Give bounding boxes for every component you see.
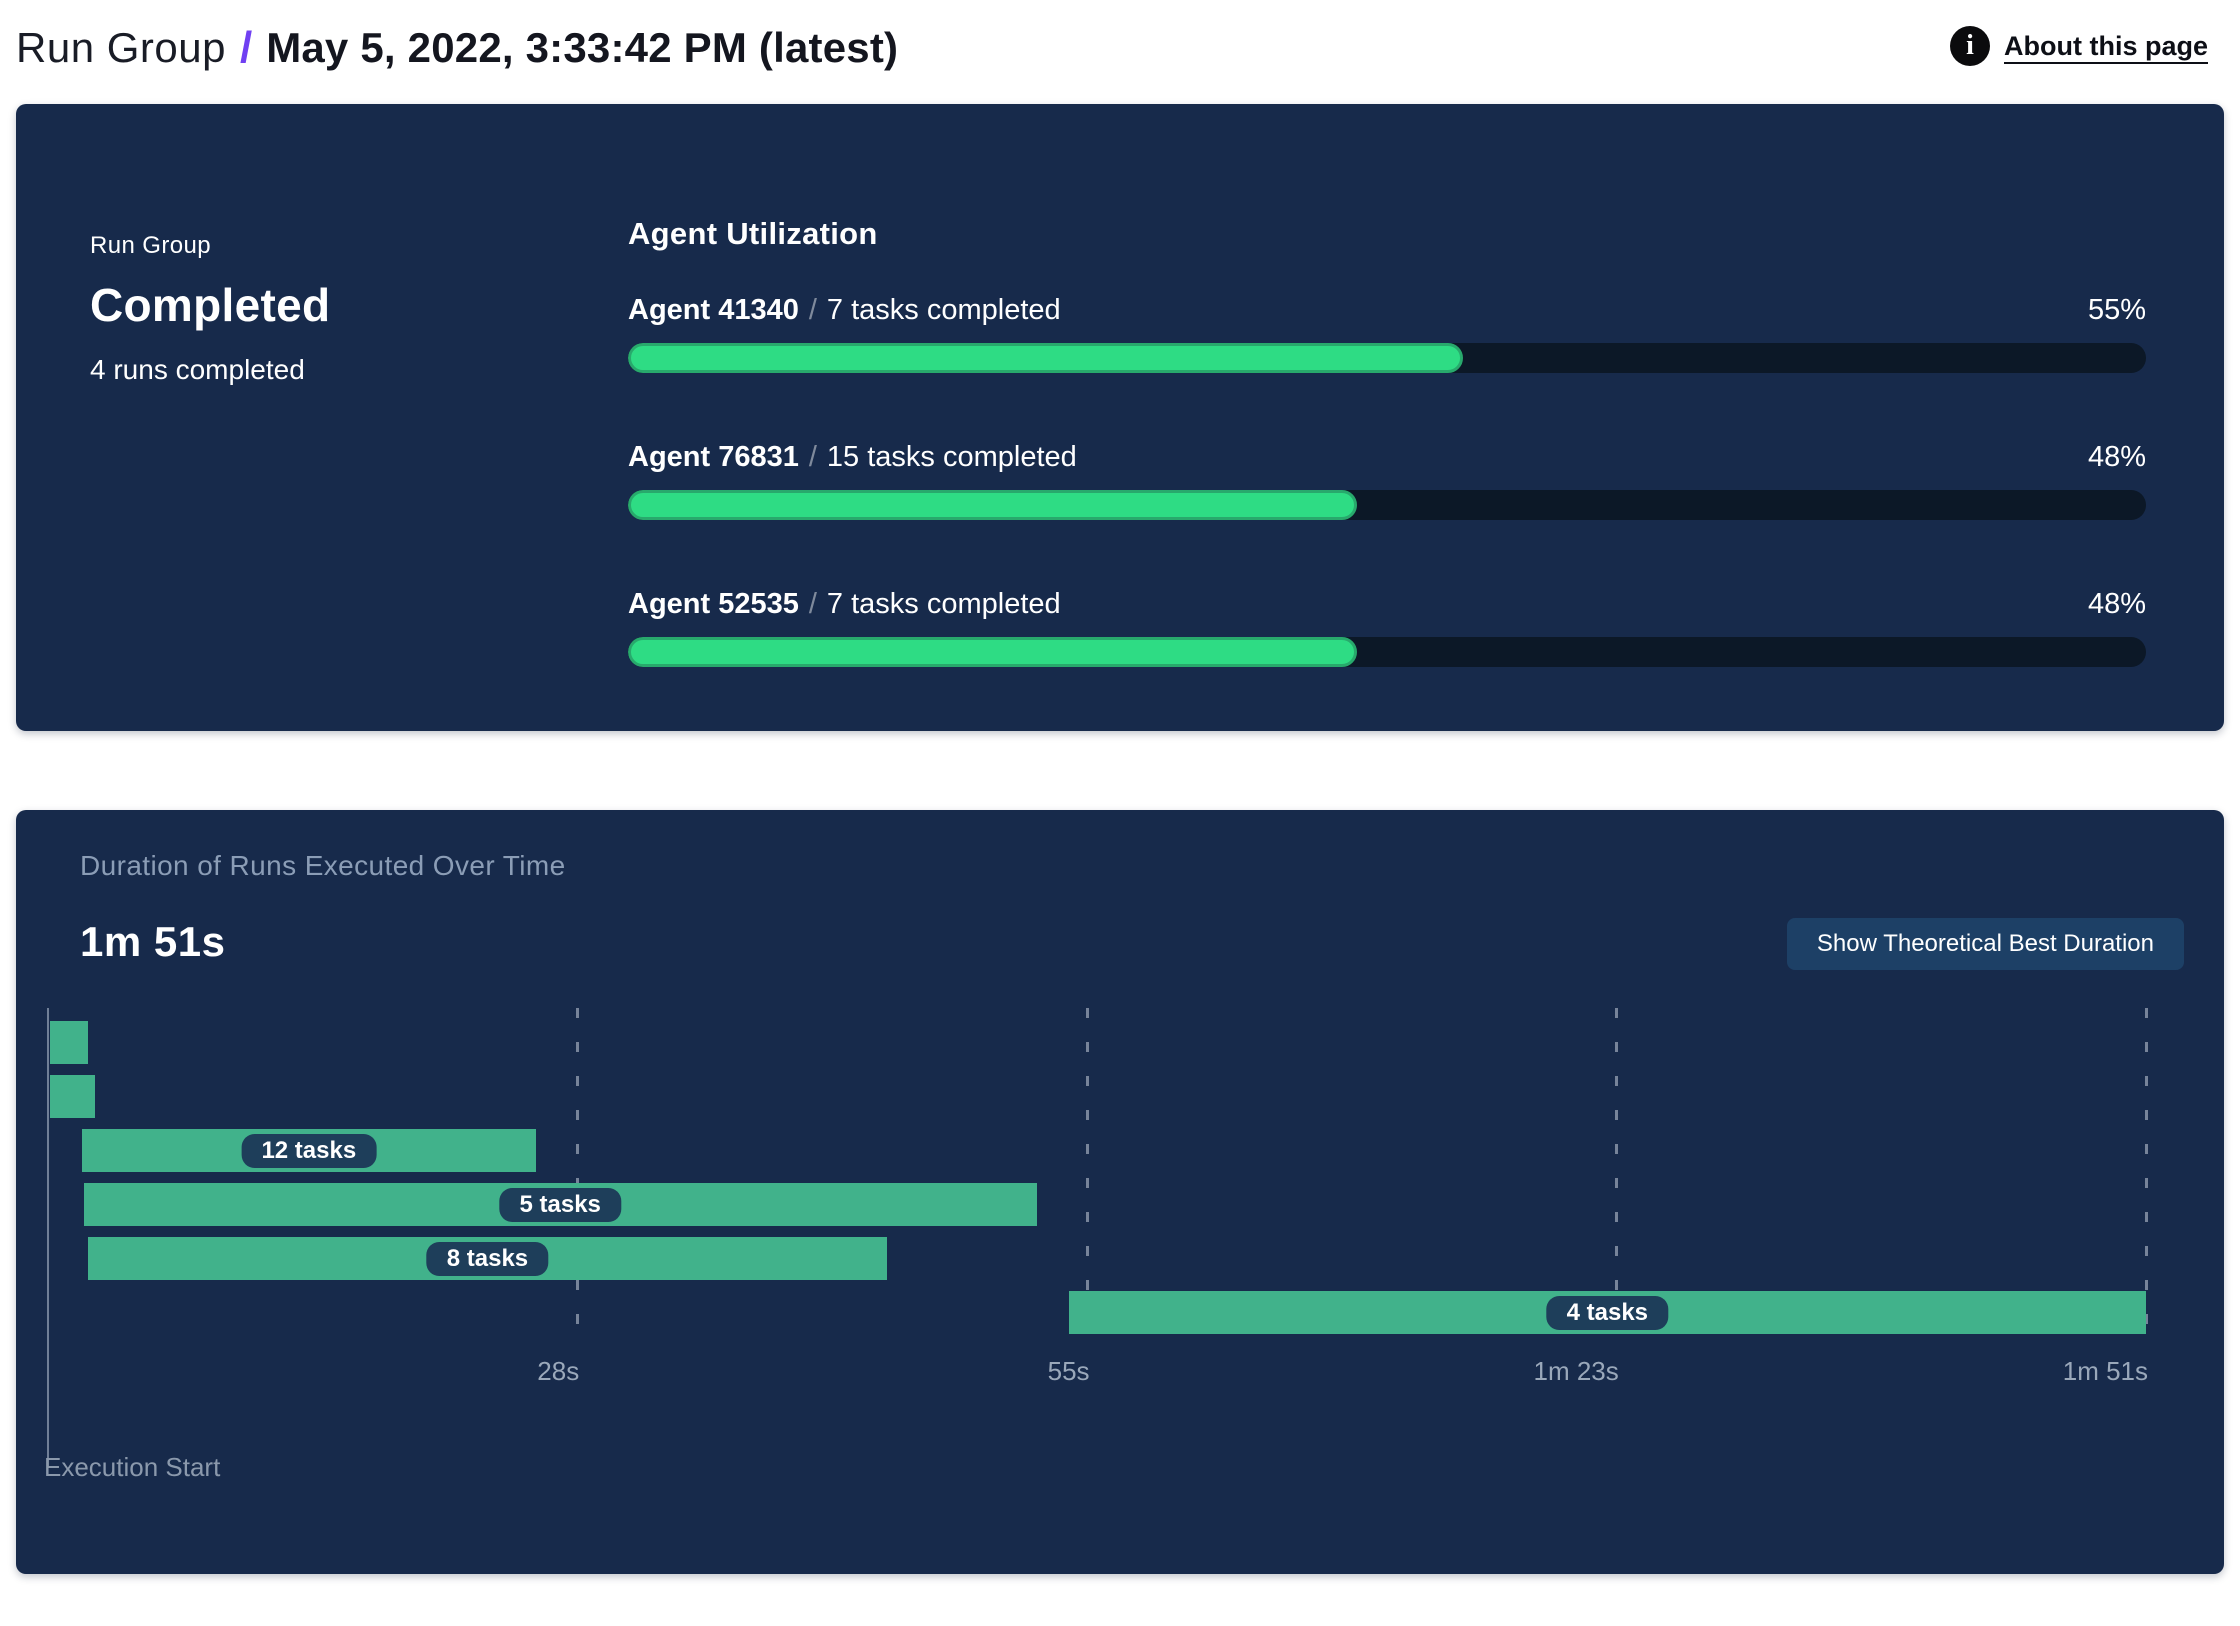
agent-label-separator: / <box>808 588 817 620</box>
gantt-run-bar[interactable]: 4 tasks <box>1068 1291 2146 1334</box>
agent-tasks-completed: 7 tasks completed <box>826 588 1061 620</box>
gantt-tick-label: 28s <box>537 1356 580 1386</box>
duration-card: Duration of Runs Executed Over Time 1m 5… <box>16 810 2224 1574</box>
gantt-run-row <box>48 1075 2146 1118</box>
agent-label-line: Agent 41340 / 7 tasks completed 55% <box>628 294 2146 327</box>
gantt-run-bar[interactable]: 5 tasks <box>83 1183 1037 1226</box>
agent-utilization-track <box>628 343 2146 373</box>
agent-name: Agent 41340 <box>628 294 799 326</box>
agent-utilization-percent: 48% <box>2087 588 2146 620</box>
gantt-gridline <box>575 1008 579 1348</box>
info-icon[interactable]: i <box>1950 26 1990 66</box>
about-this-page-link[interactable]: About this page <box>2004 30 2208 61</box>
total-duration-value: 1m 51s <box>80 918 226 965</box>
gantt-task-count-pill: 5 tasks <box>499 1187 621 1222</box>
page-header: Run Group / May 5, 2022, 3:33:42 PM (lat… <box>16 18 2224 78</box>
agent-label-separator: / <box>808 441 817 473</box>
gantt-plot: 28s 55s 1m 23s 1m 51s 12 tasks 5 tasks 8 tasks… <box>47 1008 2148 1466</box>
agent-utilization-percent: 48% <box>2087 441 2146 473</box>
execution-start-label: Execution Start <box>44 1452 221 1482</box>
agent-utilization-row: Agent 76831 / 15 tasks completed 48% <box>628 441 2146 520</box>
agent-tasks-completed: 7 tasks completed <box>826 294 1061 326</box>
execution-start-axis-line <box>47 1008 49 1466</box>
gantt-run-row: 8 tasks <box>48 1237 2146 1280</box>
agent-label-line: Agent 76831 / 15 tasks completed 48% <box>628 441 2146 474</box>
gantt-run-row: 4 tasks <box>48 1291 2146 1334</box>
gantt-task-count-pill: 8 tasks <box>426 1241 549 1276</box>
agent-utilization-row: Agent 52535 / 7 tasks completed 48% <box>628 588 2146 667</box>
agent-utilization-fill <box>628 343 1463 373</box>
gantt-task-count-pill: 4 tasks <box>1546 1295 1669 1330</box>
status-card-label: Run Group <box>90 232 211 259</box>
gantt-run-bar[interactable]: 8 tasks <box>87 1237 888 1280</box>
page-title: May 5, 2022, 3:33:42 PM (latest) <box>266 24 899 71</box>
duration-chart-title: Duration of Runs Executed Over Time <box>80 850 566 881</box>
runs-completed-summary: 4 runs completed <box>90 354 305 385</box>
agent-utilization-track <box>628 490 2146 520</box>
agent-label-separator: / <box>808 294 817 326</box>
agent-utilization-fill <box>628 637 1357 667</box>
agent-utilization-fill <box>628 490 1357 520</box>
agent-name: Agent 52535 <box>628 588 799 620</box>
status-badge: Completed <box>90 279 331 331</box>
agent-label-line: Agent 52535 / 7 tasks completed 48% <box>628 588 2146 621</box>
show-theoretical-best-duration-button[interactable]: Show Theoretical Best Duration <box>1786 918 2184 970</box>
gantt-tick-label: 1m 51s <box>2062 1356 2148 1386</box>
run-group-status-card: Run Group Completed 4 runs completed Age… <box>16 104 2224 731</box>
breadcrumb-separator: / <box>239 23 253 72</box>
gantt-run-row: 5 tasks <box>48 1183 2146 1226</box>
breadcrumb-run-group[interactable]: Run Group <box>16 24 226 71</box>
agent-utilization-row: Agent 41340 / 7 tasks completed 55% <box>628 294 2146 373</box>
agent-tasks-completed: 15 tasks completed <box>826 441 1077 473</box>
gantt-gridline <box>1615 1008 1619 1348</box>
agent-name: Agent 76831 <box>628 441 799 473</box>
gantt-task-count-pill: 12 tasks <box>241 1133 377 1168</box>
about-this-page[interactable]: i About this page <box>1950 26 2208 66</box>
agent-utilization-section: Agent Utilization Agent 41340 / 7 tasks … <box>628 216 2146 667</box>
gantt-run-row <box>48 1021 2146 1064</box>
gantt-tick-label: 55s <box>1047 1356 1090 1386</box>
gantt-run-bar[interactable]: 12 tasks <box>82 1129 536 1172</box>
status-column: Run Group Completed 4 runs completed <box>90 232 330 386</box>
gantt-gridline <box>2144 1008 2148 1348</box>
gantt-run-bar[interactable] <box>49 1075 96 1118</box>
gantt-run-row: 12 tasks <box>48 1129 2146 1172</box>
gantt-gridline <box>1086 1008 1090 1348</box>
gantt-tick-label: 1m 23s <box>1533 1356 1619 1386</box>
agent-utilization-title: Agent Utilization <box>628 216 878 251</box>
agent-utilization-track <box>628 637 2146 667</box>
agent-utilization-percent: 55% <box>2087 294 2146 326</box>
gantt-run-bar[interactable] <box>49 1021 88 1064</box>
